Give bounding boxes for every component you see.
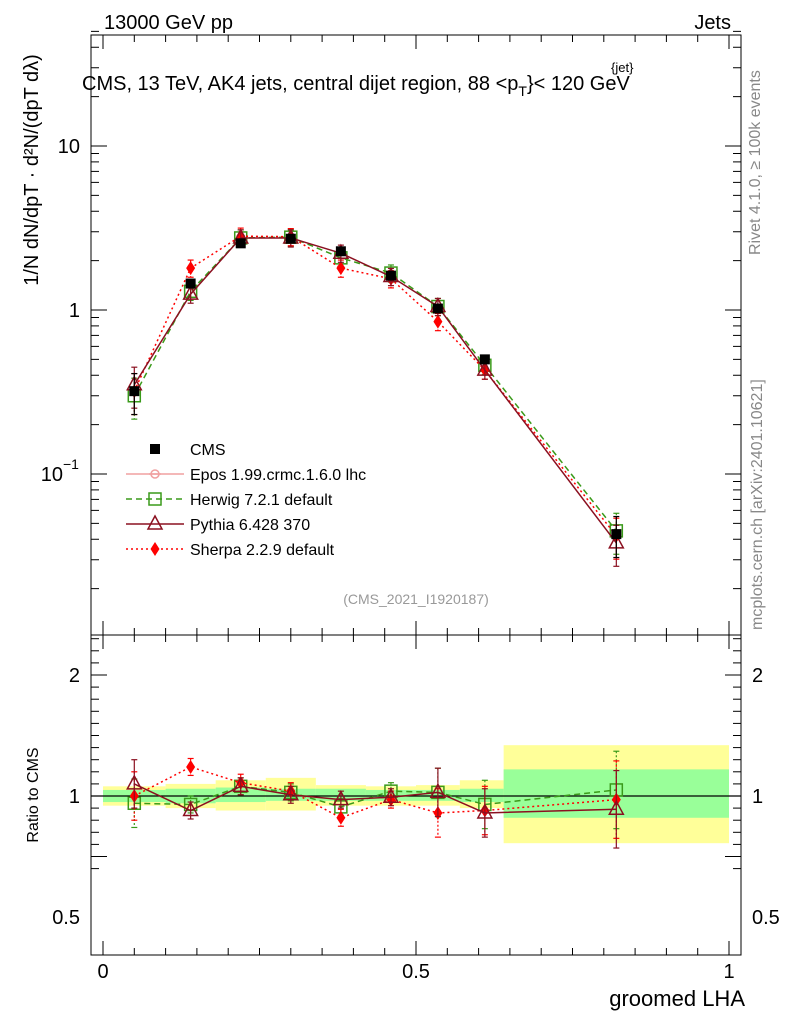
point-sherpa bbox=[336, 810, 346, 825]
plot-title-sub: T bbox=[518, 83, 527, 99]
point-pythia bbox=[382, 787, 400, 803]
analysis-id: (CMS_2021_I1920187) bbox=[343, 591, 489, 607]
point-data bbox=[129, 386, 140, 397]
point-pythia bbox=[332, 790, 350, 806]
point-pythia bbox=[182, 800, 199, 817]
ratio-band-inner bbox=[459, 788, 504, 803]
legend-label-data: CMS bbox=[190, 442, 226, 459]
ratio-y-tick-1-right: 1 bbox=[752, 786, 763, 808]
point-data bbox=[385, 270, 396, 281]
side-label-rivet: Rivet 4.1.0, ≥ 100k events bbox=[747, 70, 764, 255]
main-plot-area bbox=[126, 227, 625, 567]
plot-title-end: }< 120 GeV bbox=[527, 73, 631, 95]
side-label-mcplots: mcplots.cern.ch [arXiv:2401.10621] bbox=[749, 379, 766, 630]
x-tick-0: 0 bbox=[97, 961, 108, 983]
point-sherpa bbox=[186, 759, 196, 774]
series-line-herwig bbox=[133, 236, 617, 532]
point-data bbox=[335, 246, 346, 257]
main-y-tick-1: 1 bbox=[69, 300, 80, 322]
point-pythia bbox=[126, 774, 143, 790]
point-data bbox=[235, 238, 246, 249]
ratio-plot-area bbox=[126, 750, 625, 849]
point-data bbox=[611, 529, 622, 540]
ratio-y-tick-2: 2 bbox=[69, 665, 80, 687]
series-line-sherpa bbox=[133, 766, 617, 819]
header-left: 13000 GeV pp bbox=[104, 12, 233, 34]
legend: CMS Epos 1.99.crmc.1.6.0 lhc Herwig 7.2.1 … bbox=[126, 442, 366, 559]
point-pythia bbox=[476, 360, 494, 376]
series-line-sherpa bbox=[133, 235, 617, 537]
point-sherpa bbox=[336, 261, 346, 276]
ratio-y-tick-0.5-right: 0.5 bbox=[752, 907, 780, 929]
point-data bbox=[432, 303, 443, 314]
point-pythia bbox=[232, 776, 249, 793]
plot-title-main: CMS, 13 TeV, AK4 jets, central dijet reg… bbox=[82, 73, 518, 95]
legend-label-epos: Epos 1.99.crmc.1.6.0 lhc bbox=[190, 467, 366, 484]
legend-label-herwig: Herwig 7.2.1 default bbox=[190, 492, 333, 509]
legend-marker-data bbox=[150, 444, 160, 454]
ratio-y-axis-label: Ratio to CMS bbox=[25, 747, 42, 842]
axis-ticks bbox=[91, 30, 741, 955]
ratio-y-tick-2-right: 2 bbox=[752, 665, 763, 687]
ratio-y-tick-0.5: 0.5 bbox=[52, 907, 80, 929]
point-data bbox=[479, 354, 490, 365]
main-y-tick-0.1-exponent: −1 bbox=[63, 456, 79, 472]
plot-title-sup: {jet} bbox=[611, 60, 634, 75]
main-panel-frame bbox=[90, 34, 742, 636]
legend-label-sherpa: Sherpa 2.2.9 default bbox=[190, 542, 335, 559]
point-pythia bbox=[182, 284, 199, 300]
point-data bbox=[285, 233, 296, 244]
legend-label-pythia: Pythia 6.428 370 bbox=[190, 517, 310, 534]
main-y-tick-10: 10 bbox=[58, 136, 80, 158]
point-pythia bbox=[429, 782, 447, 799]
header-right: Jets bbox=[694, 12, 731, 34]
legend-marker-pythia bbox=[146, 514, 164, 530]
ratio-y-tick-1: 1 bbox=[69, 786, 80, 808]
x-tick-1: 1 bbox=[723, 961, 734, 983]
x-axis-label: groomed LHA bbox=[609, 986, 745, 1011]
plot-title: CMS, 13 TeV, AK4 jets, central dijet reg… bbox=[82, 73, 630, 99]
point-pythia bbox=[608, 799, 625, 816]
point-sherpa bbox=[433, 314, 443, 329]
main-y-axis-label: 1/N dN/dpT · d²N/(dpT dλ) bbox=[21, 54, 43, 286]
main-y-tick-0.1: 10 bbox=[41, 464, 63, 486]
point-pythia bbox=[282, 785, 300, 801]
legend-marker-herwig bbox=[148, 492, 162, 506]
point-sherpa bbox=[186, 261, 196, 276]
legend-marker-sherpa bbox=[150, 542, 160, 556]
point-data bbox=[185, 278, 196, 289]
x-tick-0.5: 0.5 bbox=[402, 961, 430, 983]
point-pythia bbox=[476, 803, 494, 819]
